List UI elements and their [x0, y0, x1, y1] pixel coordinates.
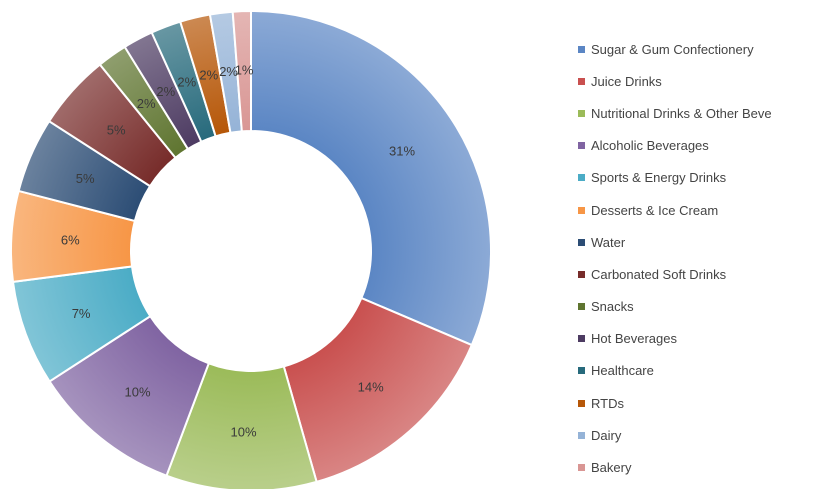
slice-label-nutritional-drinks-other-beve: 10%	[230, 424, 256, 439]
legend-label: Bakery	[591, 460, 632, 476]
legend-swatch	[578, 142, 585, 150]
slice-label-sugar-gum-confectionery: 31%	[389, 144, 415, 159]
legend-swatch	[578, 303, 585, 311]
legend-swatch	[578, 335, 585, 343]
legend-label: Juice Drinks	[591, 73, 662, 89]
legend-item-dairy: Dairy	[578, 419, 813, 451]
legend-item-sugar-gum-confectionery: Sugar & Gum Confectionery	[578, 33, 813, 65]
legend-label: Hot Beverages	[591, 331, 677, 347]
legend-swatch	[578, 174, 585, 182]
slice-label-desserts-ice-cream: 6%	[61, 232, 80, 247]
legend-label: Nutritional Drinks & Other Beve	[591, 105, 772, 121]
legend-swatch	[578, 399, 585, 407]
legend-label: Dairy	[591, 427, 622, 443]
legend-swatch	[578, 270, 585, 278]
legend-item-bakery: Bakery	[578, 451, 813, 483]
slice-label-snacks: 2%	[137, 96, 156, 111]
legend-swatch	[578, 238, 585, 246]
legend-label: Sugar & Gum Confectionery	[591, 41, 754, 57]
legend-label: RTDs	[591, 395, 624, 411]
legend-swatch	[578, 77, 585, 85]
slice-label-water: 5%	[76, 171, 95, 186]
legend-item-healthcare: Healthcare	[578, 355, 813, 387]
slice-label-sports-energy-drinks: 7%	[72, 306, 91, 321]
slice-label-juice-drinks: 14%	[358, 379, 384, 394]
legend-swatch	[578, 45, 585, 53]
slices-group	[10, 9, 492, 489]
slice-bakery	[231, 9, 252, 133]
legend-label: Carbonated Soft Drinks	[591, 266, 727, 282]
slice-label-healthcare: 2%	[177, 74, 196, 89]
slice-label-alcoholic-beverages: 10%	[124, 385, 150, 400]
legend-swatch	[578, 109, 585, 117]
legend-swatch	[578, 367, 585, 375]
slice-label-hot-beverages: 2%	[156, 84, 175, 99]
legend-label: Desserts & Ice Cream	[591, 202, 719, 218]
legend-swatch	[578, 206, 585, 214]
legend-item-desserts-ice-cream: Desserts & Ice Cream	[578, 194, 813, 226]
legend-label: Healthcare	[591, 363, 654, 379]
legend: Sugar & Gum Confectionery Juice Drinks Nut…	[578, 33, 813, 484]
legend-item-carbonated-soft-drinks: Carbonated Soft Drinks	[578, 258, 813, 290]
legend-item-water: Water	[578, 226, 813, 258]
legend-item-rtds: RTDs	[578, 387, 813, 419]
legend-item-snacks: Snacks	[578, 291, 813, 323]
legend-item-sports-energy-drinks: Sports & Energy Drinks	[578, 162, 813, 194]
slice-juice-drinks	[282, 296, 474, 484]
legend-label: Water	[591, 234, 626, 250]
legend-label: Alcoholic Beverages	[591, 138, 709, 154]
legend-item-nutritional-drinks-other-beve: Nutritional Drinks & Other Beve	[578, 97, 813, 129]
legend-swatch	[578, 464, 585, 472]
slice-label-carbonated-soft-drinks: 5%	[107, 123, 126, 138]
slice-label-bakery: 1%	[235, 63, 254, 78]
slice-sugar-gum-confectionery	[250, 9, 492, 347]
legend-swatch	[578, 431, 585, 439]
legend-label: Snacks	[591, 299, 634, 315]
legend-item-alcoholic-beverages: Alcoholic Beverages	[578, 130, 813, 162]
slice-label-rtds: 2%	[199, 68, 218, 83]
legend-item-juice-drinks: Juice Drinks	[578, 65, 813, 97]
legend-label: Sports & Energy Drinks	[591, 170, 727, 186]
slice-label-dairy: 2%	[219, 64, 238, 79]
data-labels-group: 31%14%10%10%7%6%5%5%2%2%2% 2% 2%1%	[61, 63, 416, 440]
legend-item-hot-beverages: Hot Beverages	[578, 323, 813, 355]
